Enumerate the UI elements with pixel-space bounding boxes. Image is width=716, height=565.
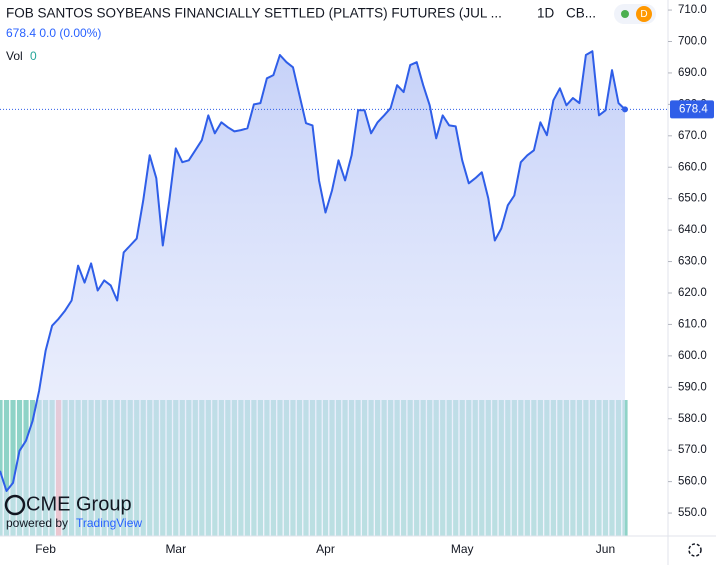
x-tick-label: Jun (596, 542, 615, 556)
powered-by: powered by (6, 516, 68, 530)
x-tick-label: Mar (165, 542, 186, 556)
y-tick-label: 570.0 (678, 444, 707, 456)
y-tick-label: 550.0 (678, 507, 707, 519)
y-tick-label: 630.0 (678, 256, 707, 268)
area-fill (0, 51, 625, 536)
y-tick-label: 620.0 (678, 287, 707, 299)
badge-label: D (640, 9, 647, 20)
x-tick-label: Apr (316, 542, 335, 556)
last-price-box (670, 100, 714, 119)
y-tick-label: 660.0 (678, 161, 707, 173)
price-line (0, 50, 626, 492)
y-tick-label: 600.0 (678, 350, 707, 362)
volume-value: 0 (30, 49, 37, 63)
logo: CME Group (26, 493, 132, 515)
y-tick-label: 670.0 (678, 130, 707, 142)
y-tick-label: 700.0 (678, 36, 707, 48)
status-dot (621, 10, 629, 18)
x-tick-label: Feb (35, 542, 56, 556)
y-tick-label: 710.0 (678, 4, 707, 16)
y-tick-label: 640.0 (678, 224, 707, 236)
volume-bar (10, 400, 16, 536)
settings-icon[interactable] (688, 543, 702, 557)
chart-title: FOB SANTOS SOYBEANS FINANCIALLY SETTLED … (6, 6, 502, 21)
y-tick-label: 580.0 (678, 413, 707, 425)
brand: TradingView (76, 516, 142, 530)
badge (636, 6, 652, 22)
y-tick-label: 650.0 (678, 193, 707, 205)
y-tick-label: 690.0 (678, 67, 707, 79)
interval: 1D (537, 6, 555, 21)
last-point (622, 106, 628, 113)
exchange: CB... (566, 6, 596, 21)
volume-bar (3, 400, 10, 536)
logo-mark (4, 494, 26, 516)
last-price-label: 678.4 (679, 103, 708, 115)
volume-bar (0, 400, 3, 536)
x-tick-label: May (451, 542, 474, 556)
y-tick-label: 590.0 (678, 381, 707, 393)
quote: 678.4 0.0 (0.00%) (6, 26, 101, 40)
y-tick-label: 560.0 (678, 476, 707, 488)
volume-label: Vol (6, 49, 23, 63)
y-tick-label: 610.0 (678, 318, 707, 330)
